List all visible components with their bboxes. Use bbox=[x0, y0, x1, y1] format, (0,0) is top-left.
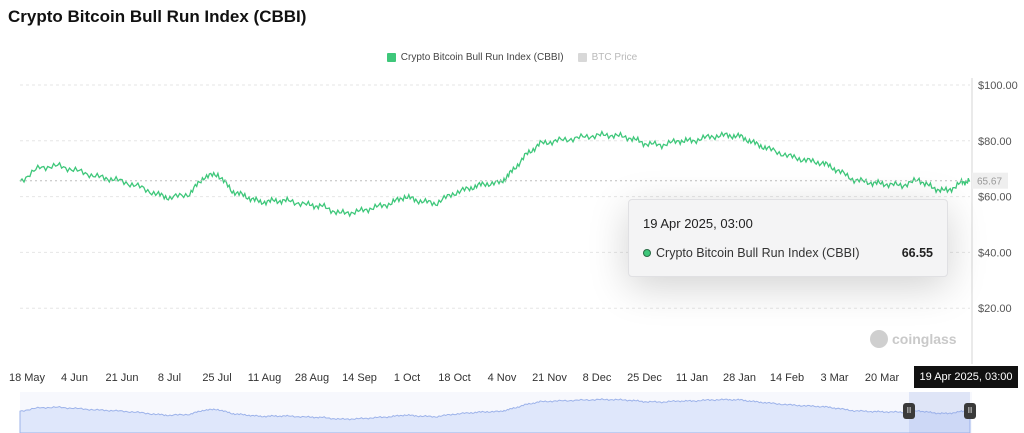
current-value-label: 65.67 bbox=[977, 177, 1002, 188]
legend-swatch-cbbi bbox=[386, 53, 396, 62]
tooltip-value: 66.55 bbox=[901, 246, 933, 260]
current-value-badge bbox=[972, 172, 1008, 189]
coinglass-logo-icon bbox=[870, 330, 888, 348]
x-tick-label: 28 Jan bbox=[723, 372, 756, 384]
chart-title: Crypto Bitcoin Bull Run Index (CBBI) bbox=[8, 7, 307, 26]
navigator-area bbox=[19, 398, 971, 433]
legend-item-btc-price[interactable]: BTC Price bbox=[577, 52, 638, 63]
x-tick-label: 11 Aug bbox=[248, 372, 281, 384]
x-tick-label: 4 Jun bbox=[61, 372, 88, 384]
legend-swatch-btc-price bbox=[577, 53, 587, 62]
y-tick-label: $60.00 bbox=[978, 192, 1012, 204]
x-tick-label: 18 May bbox=[9, 372, 46, 384]
watermark-text: coinglass bbox=[892, 331, 957, 347]
y-tick-label: $40.00 bbox=[978, 247, 1012, 259]
x-tick-label: 1 Oct bbox=[394, 372, 420, 384]
legend-label-cbbi: Crypto Bitcoin Bull Run Index (CBBI) bbox=[400, 52, 564, 63]
navigator-selected-date: 19 Apr 2025, 03:00 bbox=[914, 366, 1018, 388]
x-tick-label: 14 Feb bbox=[770, 372, 804, 384]
x-tick-label: 25 Dec bbox=[627, 372, 662, 384]
x-tick-label: 28 Aug bbox=[295, 372, 329, 384]
navigator-selection bbox=[909, 392, 970, 433]
legend-label-btc-price: BTC Price bbox=[591, 52, 638, 63]
y-tick-label: $100.00 bbox=[978, 80, 1018, 92]
x-tick-label: 20 Mar bbox=[865, 372, 900, 384]
tooltip-series-label: Crypto Bitcoin Bull Run Index (CBBI) bbox=[656, 246, 860, 260]
x-tick-label: 21 Nov bbox=[532, 372, 567, 384]
y-tick-label: $20.00 bbox=[978, 303, 1012, 315]
x-tick-label: 25 Jul bbox=[202, 372, 231, 384]
x-tick-label: 8 Dec bbox=[583, 372, 612, 384]
watermark: coinglass bbox=[870, 330, 957, 348]
x-tick-label: 21 Jun bbox=[105, 372, 138, 384]
x-tick-label: 14 Sep bbox=[342, 372, 377, 384]
navigator-left-handle[interactable]: II bbox=[903, 403, 915, 419]
x-tick-label: 4 Nov bbox=[488, 372, 517, 384]
x-tick-label: 11 Jan bbox=[676, 372, 708, 384]
tooltip-date: 19 Apr 2025, 03:00 bbox=[643, 216, 753, 231]
legend-item-cbbi[interactable]: Crypto Bitcoin Bull Run Index (CBBI) bbox=[386, 52, 564, 63]
chart-legend: Crypto Bitcoin Bull Run Index (CBBI) BTC… bbox=[0, 52, 1024, 63]
tooltip-series-dot-icon bbox=[643, 249, 651, 257]
chart-tooltip: 19 Apr 2025, 03:00 Crypto Bitcoin Bull R… bbox=[628, 199, 948, 277]
navigator-right-handle[interactable]: II bbox=[964, 403, 976, 419]
x-tick-label: 18 Oct bbox=[438, 372, 470, 384]
x-tick-label: 3 Mar bbox=[820, 372, 848, 384]
x-tick-label: 8 Jul bbox=[158, 372, 181, 384]
y-tick-label: $80.00 bbox=[978, 136, 1012, 148]
tooltip-row: Crypto Bitcoin Bull Run Index (CBBI) 66.… bbox=[643, 246, 933, 260]
